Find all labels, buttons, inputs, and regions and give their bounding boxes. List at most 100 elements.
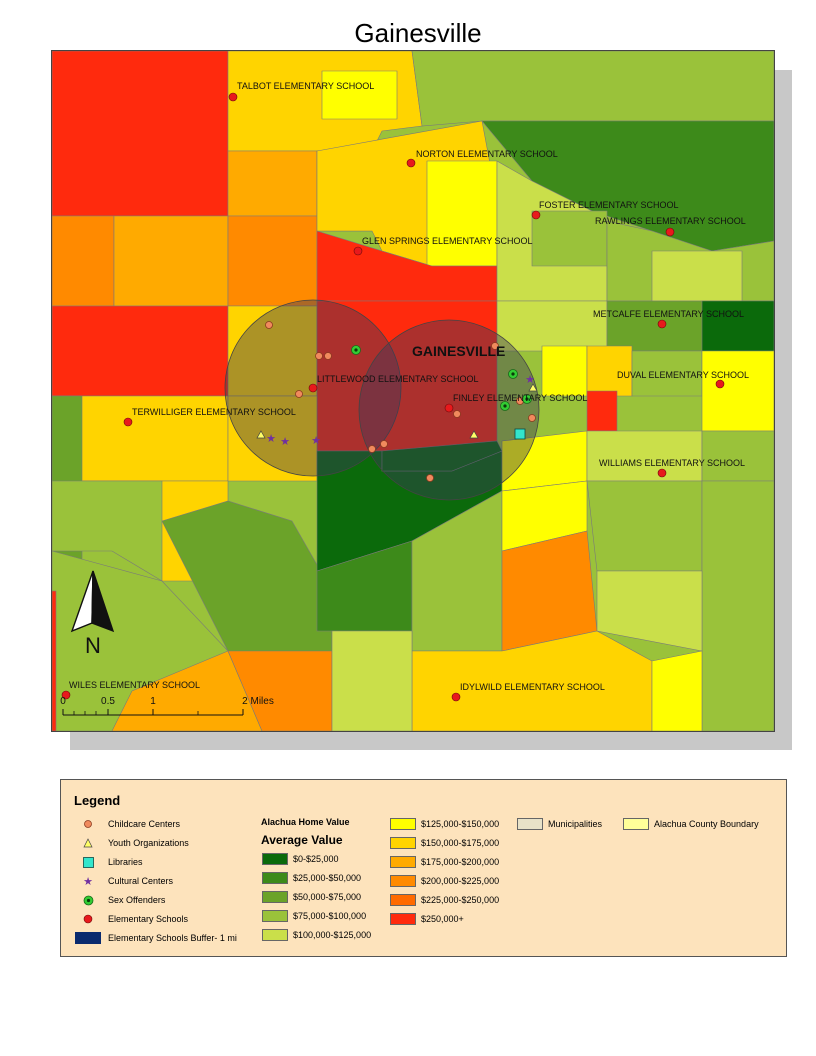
- value-label: $75,000-$100,000: [293, 911, 367, 921]
- legend-label: Cultural Centers: [108, 876, 174, 886]
- value-swatch: [262, 853, 288, 865]
- offender-icon: [75, 894, 101, 906]
- school-label-finley: FINLEY ELEMENTARY SCHOOL: [453, 393, 587, 403]
- star-icon[interactable]: ★: [280, 435, 290, 448]
- school-dot-icon[interactable]: [406, 158, 416, 168]
- north-arrow-label: N: [85, 633, 101, 658]
- legend-label: Youth Organizations: [108, 838, 189, 848]
- childcare-icon[interactable]: [453, 410, 461, 418]
- star-icon: ★: [75, 875, 101, 887]
- childcare-icon[interactable]: [265, 321, 273, 329]
- school-dot-icon[interactable]: [123, 417, 133, 427]
- school-label-rawlings: RAWLINGS ELEMENTARY SCHOOL: [595, 216, 746, 226]
- value-label: $50,000-$75,000: [293, 892, 362, 902]
- value-swatch: [390, 818, 416, 830]
- school-dot-icon[interactable]: [451, 692, 461, 702]
- school-label-terwilliger: TERWILLIGER ELEMENTARY SCHOOL: [132, 407, 296, 417]
- childcare-icon[interactable]: [491, 342, 499, 350]
- childcare-icon[interactable]: [368, 445, 376, 453]
- value-label: $175,000-$200,000: [421, 857, 500, 867]
- childcare-icon[interactable]: [315, 352, 323, 360]
- school-label-idylwild: IDYLWILD ELEMENTARY SCHOOL: [460, 682, 605, 692]
- offender-icon[interactable]: [522, 394, 532, 404]
- school-label-norton: NORTON ELEMENTARY SCHOOL: [416, 149, 558, 159]
- offender-icon[interactable]: [351, 345, 361, 355]
- childcare-centers: [265, 321, 536, 482]
- value-swatch: [390, 856, 416, 868]
- legend-home-value-heading: Alachua Home Value: [261, 817, 350, 827]
- offender-icon[interactable]: [508, 369, 518, 379]
- value-label: $25,000-$50,000: [293, 873, 362, 883]
- childcare-icon[interactable]: [295, 390, 303, 398]
- value-label: $100,000-$125,000: [293, 930, 372, 940]
- value-label: $250,000+: [421, 914, 464, 924]
- value-label: $150,000-$175,000: [421, 838, 500, 848]
- legend-label: Childcare Centers: [108, 819, 181, 829]
- childcare-icon[interactable]: [380, 440, 388, 448]
- school-dot-icon[interactable]: [531, 210, 541, 220]
- map-frame[interactable]: ★ ★ ★ ★: [51, 50, 775, 732]
- sex-offenders: [351, 345, 532, 411]
- value-swatch: [262, 872, 288, 884]
- school-dot-icon[interactable]: [665, 227, 675, 237]
- legend-title: Legend: [74, 793, 121, 808]
- school-dot-icon[interactable]: [657, 319, 667, 329]
- buffer-swatch: [75, 932, 101, 944]
- childcare-icon[interactable]: [528, 414, 536, 422]
- value-swatch: [390, 894, 416, 906]
- school-dot-icon[interactable]: [353, 246, 363, 256]
- scale-label-1: 1: [150, 696, 156, 707]
- school-dot-icon[interactable]: [61, 690, 71, 700]
- triangle-icon[interactable]: [528, 383, 538, 392]
- school-dot-icon: [75, 913, 101, 925]
- school-label-talbot: TALBOT ELEMENTARY SCHOOL: [237, 81, 374, 91]
- north-arrow-icon: N: [70, 570, 115, 658]
- value-swatch: [262, 891, 288, 903]
- school-dot-icon[interactable]: [308, 383, 318, 393]
- svg-text:★: ★: [83, 875, 93, 887]
- offender-icon[interactable]: [500, 401, 510, 411]
- youth-organizations: [256, 383, 538, 439]
- school-label-williams: WILLIAMS ELEMENTARY SCHOOL: [599, 458, 745, 468]
- triangle-icon[interactable]: [469, 430, 479, 439]
- cultural-centers: ★ ★ ★ ★: [266, 373, 535, 448]
- square-icon: [75, 856, 101, 868]
- school-dot-icon[interactable]: [715, 379, 725, 389]
- star-icon[interactable]: ★: [311, 434, 321, 447]
- legend-label: Elementary Schools: [108, 914, 189, 924]
- legend-label: Municipalities: [548, 819, 603, 829]
- map-canvas[interactable]: ★ ★ ★ ★: [52, 51, 774, 731]
- value-swatch: [390, 875, 416, 887]
- value-swatch: [262, 929, 288, 941]
- value-label: $200,000-$225,000: [421, 876, 500, 886]
- school-label-littlewood: LITTLEWOOD ELEMENTARY SCHOOL: [317, 374, 479, 384]
- childcare-icon[interactable]: [426, 474, 434, 482]
- school-label-glen-springs: GLEN SPRINGS ELEMENTARY SCHOOL: [362, 236, 533, 246]
- city-label: GAINESVILLE: [412, 343, 505, 359]
- legend-average-value-heading: Average Value: [261, 833, 343, 847]
- elementary-schools: [61, 92, 725, 702]
- county-boundary-swatch: [623, 818, 649, 830]
- scale-label-0: 0: [60, 696, 66, 707]
- childcare-icon[interactable]: [324, 352, 332, 360]
- map-title: Gainesville: [354, 18, 482, 48]
- value-swatch: [390, 913, 416, 925]
- star-icon[interactable]: ★: [525, 373, 535, 386]
- value-swatch: [390, 837, 416, 849]
- legend-panel: Legend Childcare Centers Youth Organizat…: [60, 779, 787, 957]
- triangle-icon[interactable]: [256, 430, 266, 439]
- library-square-icon[interactable]: [514, 428, 526, 440]
- value-label: $0-$25,000: [293, 854, 339, 864]
- scale-bar: 0 0.5 1 2 Miles: [60, 696, 274, 716]
- school-dot-icon[interactable]: [657, 468, 667, 478]
- value-label: $225,000-$250,000: [421, 895, 500, 905]
- school-label-metcalfe: METCALFE ELEMENTARY SCHOOL: [593, 309, 744, 319]
- municipalities-swatch: [517, 818, 543, 830]
- school-dot-icon[interactable]: [228, 92, 238, 102]
- star-icon[interactable]: ★: [266, 432, 276, 445]
- value-label: $125,000-$150,000: [421, 819, 500, 829]
- scale-label-half: 0.5: [101, 696, 115, 707]
- legend-label: Alachua County Boundary: [654, 819, 759, 829]
- value-swatch: [262, 910, 288, 922]
- school-dot-icon[interactable]: [444, 403, 454, 413]
